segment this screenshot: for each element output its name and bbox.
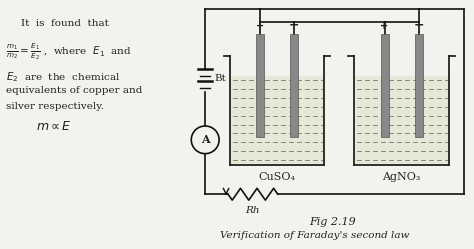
Bar	[381, 34, 389, 137]
Text: $E_2$  are  the  chemical: $E_2$ are the chemical	[6, 71, 121, 84]
Text: equivalents of copper and: equivalents of copper and	[6, 86, 143, 95]
Text: Fig 2.19: Fig 2.19	[310, 217, 356, 227]
Text: +: +	[256, 21, 264, 31]
Text: $m \propto E$: $m \propto E$	[36, 120, 72, 133]
Bar	[415, 34, 422, 137]
Text: It  is  found  that: It is found that	[21, 19, 109, 28]
Text: CuSO₄: CuSO₄	[259, 173, 296, 183]
Bar	[230, 75, 325, 165]
Text: +: +	[381, 21, 389, 31]
Bar	[290, 34, 298, 137]
Text: Bt: Bt	[214, 74, 226, 83]
Text: $\frac{m_1}{m_2} = \frac{E_1}{E_2}$ ,  where  $E_1$  and: $\frac{m_1}{m_2} = \frac{E_1}{E_2}$ , wh…	[6, 41, 132, 62]
Text: Rh: Rh	[246, 206, 260, 215]
Text: silver respectively.: silver respectively.	[6, 102, 104, 111]
Text: −: −	[289, 18, 300, 31]
Circle shape	[191, 126, 219, 154]
Bar	[256, 34, 264, 137]
Text: Verification of Faraday's second law: Verification of Faraday's second law	[220, 231, 410, 240]
Bar	[354, 75, 449, 165]
Text: A: A	[201, 134, 210, 145]
Text: −: −	[413, 18, 424, 31]
Text: AgNO₃: AgNO₃	[383, 173, 421, 183]
